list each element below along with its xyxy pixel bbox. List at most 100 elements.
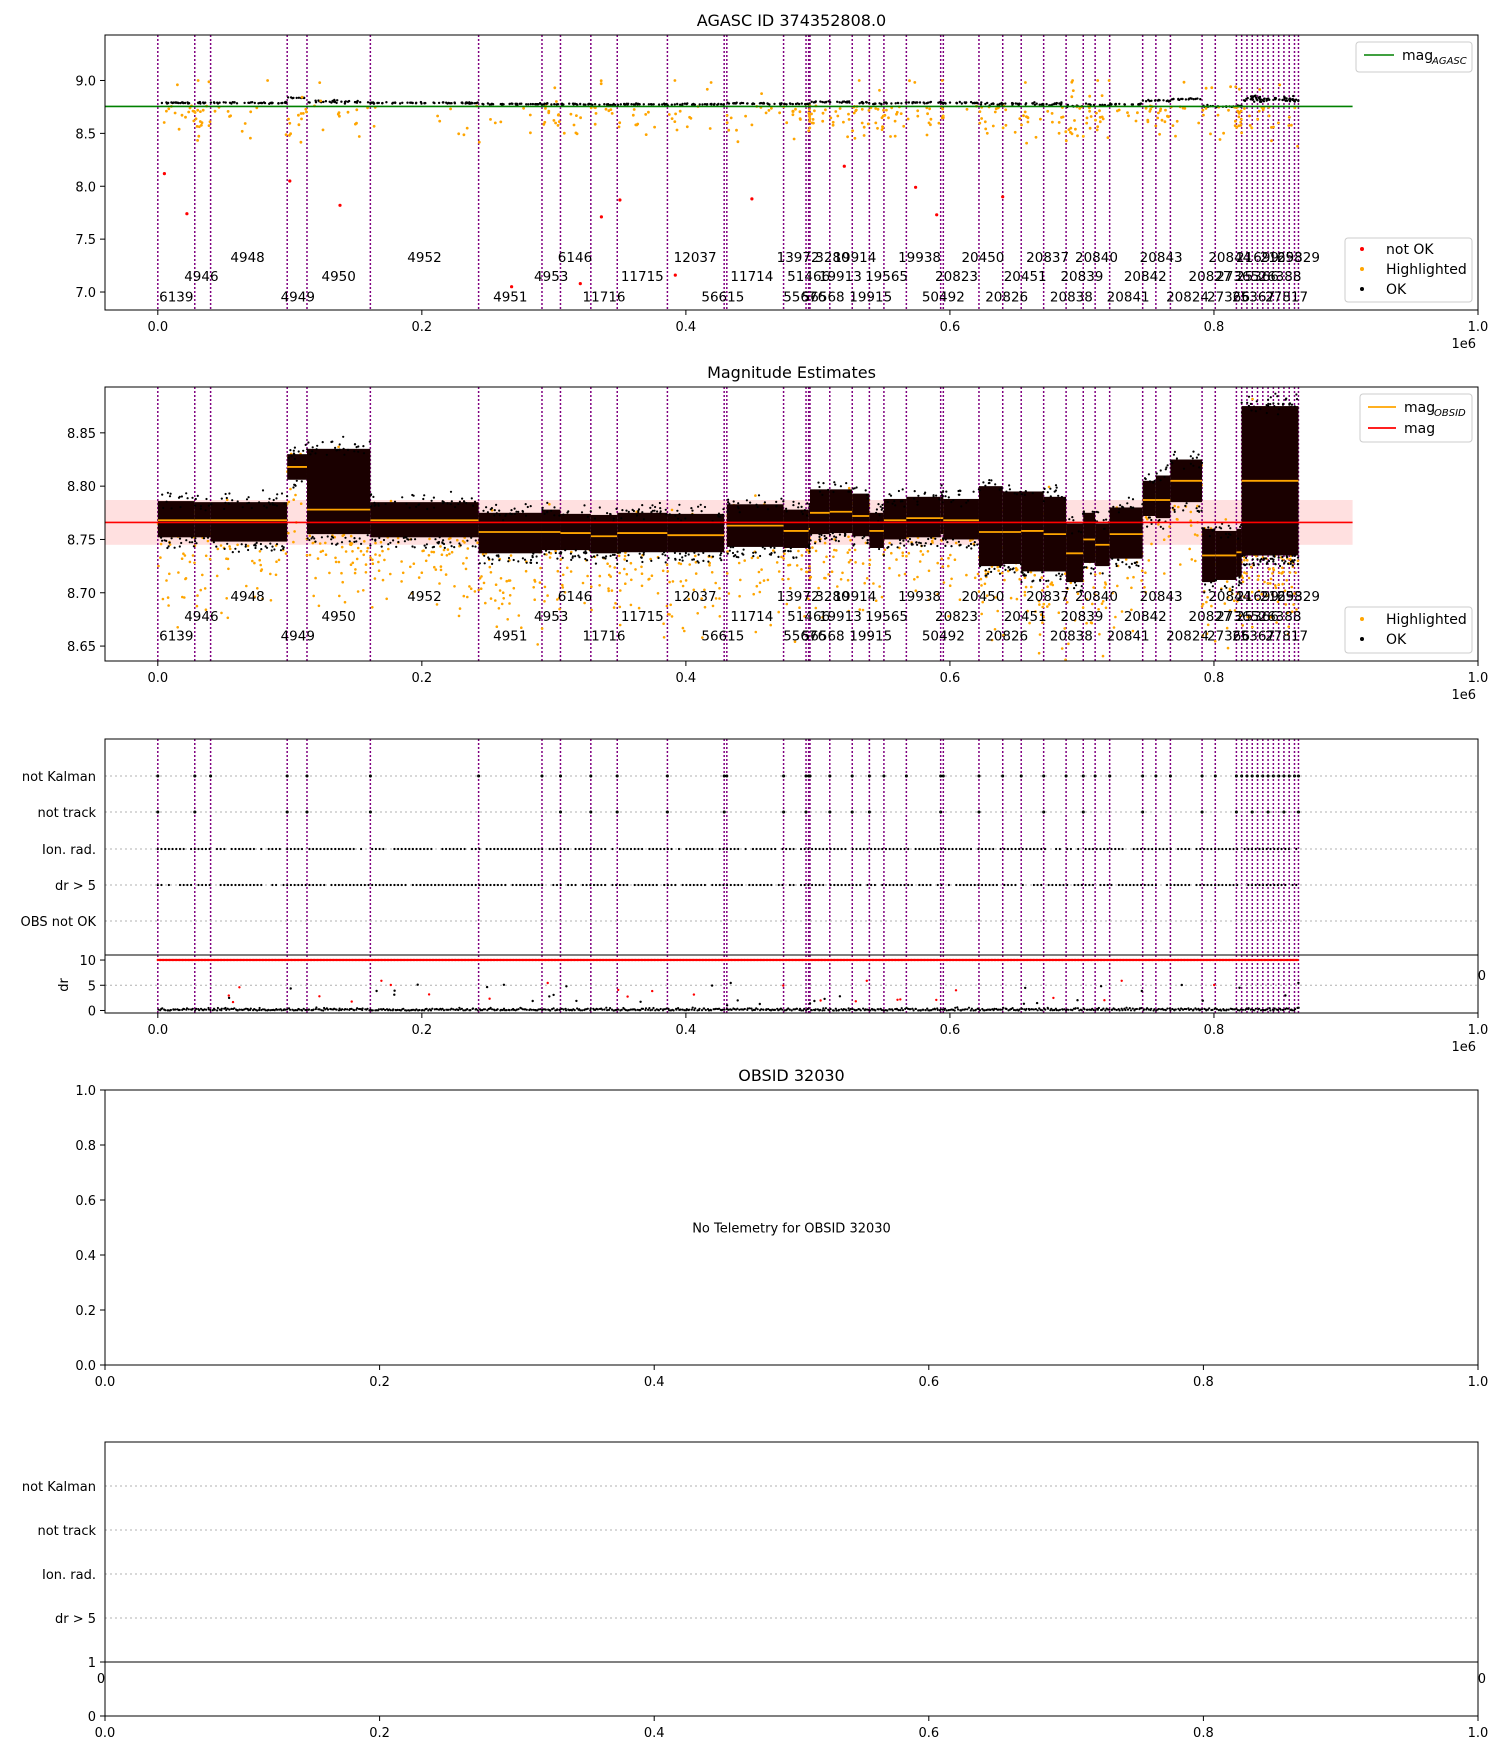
highlighted-point <box>940 79 944 82</box>
highlighted-point <box>829 116 833 120</box>
obsid-label: 6139 <box>159 289 193 305</box>
ok-point <box>1115 564 1118 568</box>
ok-point <box>406 101 409 104</box>
ok-point <box>818 485 821 489</box>
ok-point <box>483 554 486 557</box>
ok-point <box>1004 102 1007 105</box>
ok-point <box>948 101 952 104</box>
highlighted-point <box>1076 134 1079 138</box>
ok-point <box>1101 572 1104 575</box>
highlighted-point <box>1277 121 1280 125</box>
ok-point <box>1059 578 1062 581</box>
ok-point <box>1004 568 1007 572</box>
ok-point <box>818 533 821 536</box>
highlighted-point <box>913 81 917 84</box>
dr-gt-5-marker <box>818 883 821 887</box>
ok-point <box>998 103 1001 106</box>
obsid-label: 4951 <box>493 289 527 305</box>
ok-point <box>759 554 762 558</box>
ok-point <box>1159 525 1162 529</box>
dr-gt-5-marker <box>685 883 688 887</box>
ok-point <box>311 535 314 539</box>
dr-point <box>164 1009 167 1012</box>
highlighted-point <box>374 541 377 545</box>
dr-gt-5-marker <box>1055 883 1058 887</box>
highlighted-point <box>473 590 477 593</box>
highlighted-point <box>798 117 802 120</box>
ok-point <box>1155 472 1158 475</box>
ok-point <box>1240 401 1243 404</box>
obsid-label: 51466 <box>787 269 830 285</box>
obsid-label: 4946 <box>184 269 218 285</box>
dr-gt-5-marker <box>300 883 304 887</box>
ok-point <box>560 551 563 554</box>
not-ok-point <box>338 203 342 207</box>
ok-point <box>486 511 489 514</box>
highlighted-point <box>1130 586 1133 590</box>
highlighted-point <box>1295 608 1298 611</box>
dr-gt-5-marker <box>201 883 204 887</box>
highlighted-point <box>823 541 827 545</box>
obsid-label: 56615 <box>701 628 744 644</box>
legend-marker <box>1360 247 1364 251</box>
ok-point <box>965 501 968 504</box>
ion-rad-marker <box>1217 847 1220 851</box>
ok-point <box>1194 97 1197 101</box>
ok-point <box>531 554 534 558</box>
ok-point <box>930 536 933 539</box>
highlighted-point <box>1263 580 1266 584</box>
ok-point <box>1215 526 1218 529</box>
highlighted-point <box>1250 126 1254 130</box>
highlighted-point <box>1272 125 1275 129</box>
obsid-label: 25367 <box>1232 289 1275 305</box>
obsid-label: 26388 <box>1258 269 1301 285</box>
highlighted-point <box>916 109 920 113</box>
highlighted-point <box>1132 575 1135 579</box>
highlighted-point <box>635 123 639 127</box>
dr-gt-5-marker <box>666 883 670 887</box>
ok-point <box>819 540 822 543</box>
highlighted-point <box>157 564 160 568</box>
ok-point <box>369 505 372 508</box>
ok-point <box>226 542 229 545</box>
ok-point <box>681 102 684 106</box>
ok-point <box>642 553 645 556</box>
highlighted-point <box>195 604 199 608</box>
highlighted-point <box>598 574 602 578</box>
ok-point <box>678 503 681 506</box>
highlighted-point <box>196 139 200 142</box>
ok-point <box>979 103 983 106</box>
ok-point <box>752 551 755 554</box>
highlighted-point <box>1270 139 1273 143</box>
ok-point <box>571 556 574 559</box>
dr-gt-5-marker <box>958 883 962 887</box>
highlighted-point <box>612 606 616 609</box>
highlighted-point <box>246 544 250 548</box>
ok-point <box>1054 484 1058 487</box>
ok-point <box>520 102 523 105</box>
highlighted-point <box>435 603 439 606</box>
ok-point <box>940 484 943 487</box>
ok-point <box>635 514 639 517</box>
dr-gt-5-marker <box>762 883 766 887</box>
ok-point <box>306 537 309 540</box>
highlighted-point <box>916 575 919 579</box>
obsid-label: 27365 <box>1216 609 1259 625</box>
highlighted-point <box>362 589 365 592</box>
obsid-label: 13972 <box>777 589 820 605</box>
ok-point <box>541 506 544 509</box>
ok-point <box>385 101 388 104</box>
ok-point <box>507 556 511 560</box>
obsid-label: 6139 <box>159 628 193 644</box>
highlighted-point <box>1222 131 1225 135</box>
highlighted-point <box>673 120 677 123</box>
highlighted-point <box>846 551 850 554</box>
ok-point <box>824 101 828 104</box>
ion-rad-marker <box>689 847 692 851</box>
dr-gt-5-marker <box>204 883 207 887</box>
ok-point <box>924 542 927 545</box>
ok-point <box>848 101 851 104</box>
highlighted-point <box>990 638 994 642</box>
highlighted-point <box>488 565 492 569</box>
